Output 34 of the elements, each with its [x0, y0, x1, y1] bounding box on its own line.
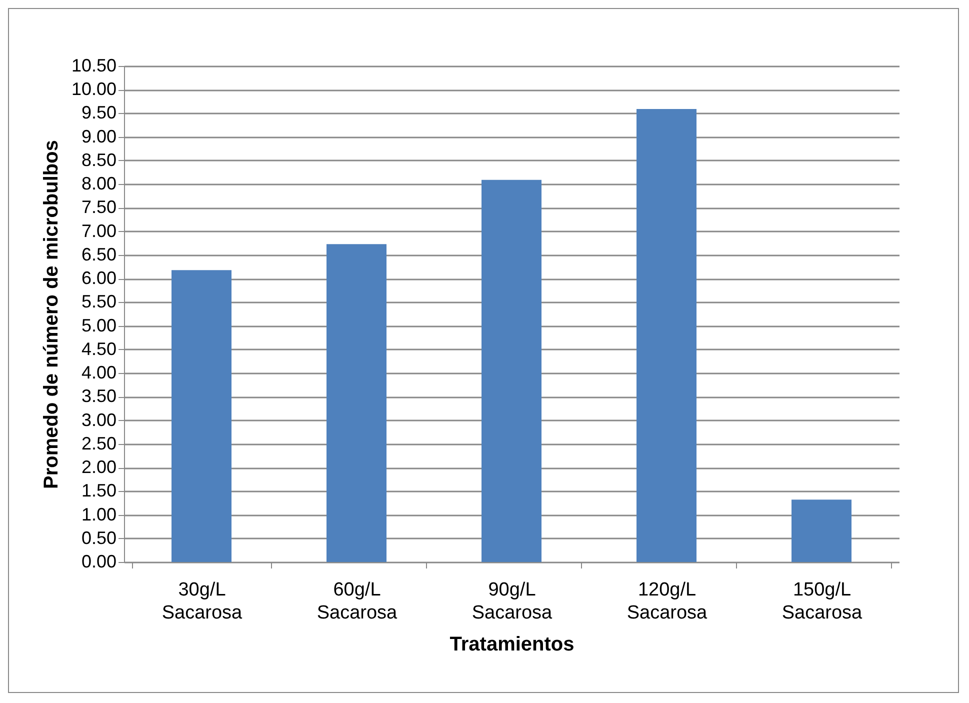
y-tick-label: 7.00 — [81, 220, 116, 241]
y-tick-label: 6.50 — [81, 244, 116, 264]
y-tick-label: 7.50 — [81, 197, 116, 218]
x-axis-title: Tratamientos — [450, 634, 574, 656]
x-tick-label: 30g/L Sacarosa — [162, 580, 243, 624]
x-tick-label: 150g/L Sacarosa — [782, 580, 863, 624]
x-tick-label: 90g/L Sacarosa — [472, 580, 553, 624]
y-axis-title: Promedo de número de microbulbos — [40, 140, 62, 489]
y-tick-label: 0.00 — [81, 552, 116, 572]
bar — [792, 500, 852, 562]
y-tick-label: 5.50 — [81, 292, 116, 312]
y-tick-label: 0.50 — [81, 528, 116, 548]
y-tick-label: 9.00 — [81, 126, 116, 146]
y-tick-label: 2.50 — [81, 433, 116, 454]
bar — [172, 270, 232, 562]
y-tick-label: 10.00 — [71, 79, 116, 100]
y-tick-label: 4.50 — [81, 338, 116, 359]
bar — [482, 180, 542, 562]
y-tick-label: 8.50 — [81, 150, 116, 170]
x-tick-label: 60g/L Sacarosa — [316, 580, 398, 624]
y-tick-label: 3.00 — [81, 410, 116, 430]
x-tick-label: 120g/L Sacarosa — [626, 580, 708, 624]
y-tick-label: 8.00 — [81, 174, 116, 194]
y-tick-label: 3.50 — [81, 386, 116, 406]
y-tick-label: 1.00 — [81, 504, 116, 524]
y-tick-label: 9.50 — [81, 102, 116, 123]
y-tick-label: 5.00 — [81, 315, 116, 336]
bar — [636, 108, 696, 562]
y-tick-label: 2.00 — [81, 457, 116, 478]
y-tick-label: 1.50 — [81, 480, 116, 501]
y-tick-label: 10.50 — [71, 56, 116, 76]
y-tick-label: 6.00 — [81, 268, 116, 288]
y-tick-label: 4.00 — [81, 362, 116, 383]
bar — [326, 244, 386, 562]
